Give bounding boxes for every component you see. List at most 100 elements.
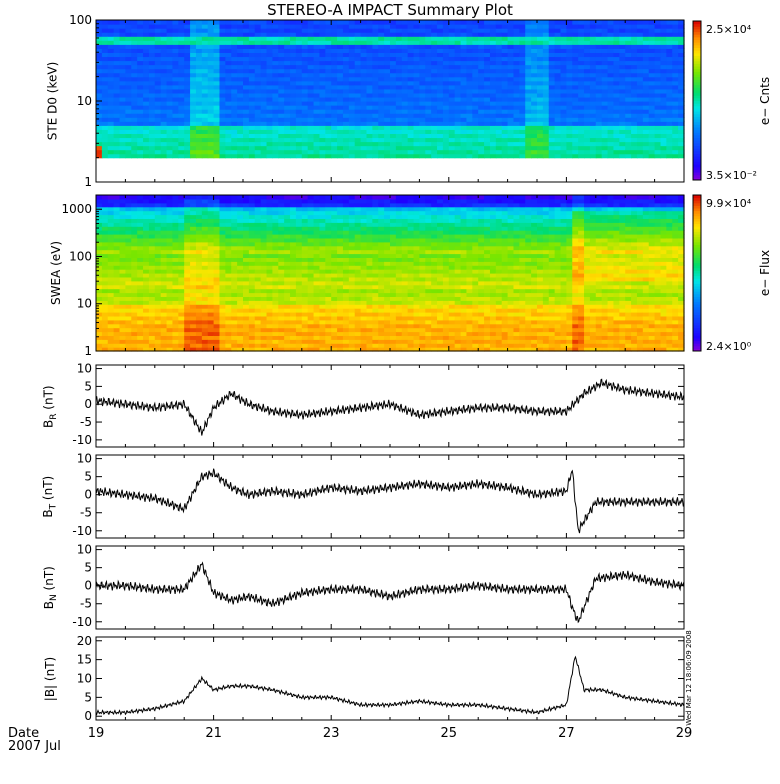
swea-heat-cell (190, 331, 197, 336)
swea-heat-cell (313, 308, 321, 313)
swea-heat-cell (178, 347, 185, 352)
ste-heat-cell (195, 72, 203, 78)
ste-heat-cell (531, 64, 538, 70)
swea-heat-cell (148, 269, 156, 274)
ste-heat-cell (96, 149, 103, 155)
swea-heat-cell (166, 331, 174, 336)
ste-heat-cell (672, 133, 679, 139)
ste-heat-cell (148, 60, 156, 66)
swea-heat-cell (119, 198, 126, 204)
ste-heat-cell (401, 32, 409, 37)
swea-heat-cell (172, 273, 179, 278)
ste-heat-cell (531, 28, 538, 33)
ste-heat-cell (325, 36, 332, 41)
swea-heat-cell (295, 300, 303, 305)
ste-heat-cell (231, 24, 238, 29)
ste-heat-cell (390, 48, 397, 53)
swea-heat-cell (190, 284, 197, 290)
ste-heat-cell (501, 24, 509, 29)
swea-heat-cell (319, 288, 326, 294)
ste-heat-cell (542, 125, 550, 130)
ste-heat-cell (407, 92, 415, 98)
ste-heat-cell (325, 121, 332, 126)
swea-heat-cell (213, 245, 221, 251)
ste-heat-cell (360, 60, 368, 66)
ste-heat-cell (201, 28, 209, 33)
swea-heat-cell (107, 292, 115, 297)
swea-heat-cell (260, 269, 268, 274)
swea-heat-cell (201, 222, 209, 227)
ste-heat-cell (137, 20, 144, 25)
ste-heat-cell (243, 105, 250, 110)
swea-heat-cell (325, 315, 332, 321)
ste-heat-cell (207, 64, 215, 70)
swea-heat-cell (166, 261, 174, 266)
swea-heat-cell (307, 222, 315, 227)
ste-heat-cell (619, 129, 626, 134)
ste-heat-cell (601, 76, 609, 82)
ste-heat-cell (143, 109, 150, 114)
swea-heat-cell (266, 245, 273, 251)
ste-heat-cell (101, 36, 109, 41)
swea-heat-cell (113, 288, 121, 294)
ste-heat-cell (466, 60, 473, 66)
swea-heat-cell (301, 206, 309, 212)
ste-heat-cell (642, 32, 650, 37)
swea-heat-cell (219, 319, 226, 325)
ste-heat-cell (607, 24, 615, 29)
ste-heat-cell (278, 105, 285, 110)
swea-heat-cell (154, 269, 162, 274)
swea-heat-cell (313, 206, 321, 212)
ste-heat-cell (519, 113, 526, 118)
swea-heat-cell (254, 280, 262, 286)
ste-heat-cell (425, 117, 432, 122)
ste-heat-cell (460, 129, 468, 134)
ste-heat-cell (419, 80, 426, 86)
swea-heat-cell (284, 292, 291, 297)
ste-heat-cell (313, 56, 321, 62)
swea-heat-cell (313, 234, 321, 239)
swea-heat-cell (213, 308, 221, 313)
ste-heat-cell (495, 84, 503, 90)
ste-heat-cell (195, 117, 203, 122)
swea-heat-cell (207, 241, 215, 247)
ste-heat-cell (107, 137, 115, 143)
ste-heat-cell (160, 141, 168, 147)
ste-heat-cell (572, 109, 579, 114)
ste-heat-cell (354, 117, 362, 122)
swea-heat-cell (143, 343, 150, 348)
ste-heat-cell (101, 121, 109, 126)
ste-heat-cell (266, 84, 273, 90)
swea-heat-cell (231, 284, 238, 290)
ste-heat-cell (437, 28, 444, 33)
ste-heat-cell (413, 28, 420, 33)
swea-heat-cell (243, 308, 250, 313)
ste-heat-cell (119, 40, 126, 45)
ste-heat-cell (154, 64, 162, 70)
swea-heat-cell (284, 296, 291, 301)
swea-heat-cell (154, 202, 162, 208)
swea-heat-cell (113, 323, 121, 329)
ste-heat-cell (613, 52, 620, 58)
ste-heat-cell (607, 145, 615, 151)
swea-heat-cell (178, 253, 185, 258)
ste-heat-cell (660, 121, 667, 126)
ste-heat-cell (125, 48, 132, 53)
swea-heat-cell (207, 276, 215, 282)
swea-heat-cell (190, 273, 197, 278)
ste-heat-cell (537, 48, 544, 53)
ste-heat-cell (107, 48, 115, 53)
ste-heat-cell (143, 141, 150, 147)
swea-heat-cell (201, 288, 209, 294)
swea-heat-cell (172, 280, 179, 286)
swea-heat-cell (143, 241, 150, 247)
ste-heat-cell (331, 92, 338, 98)
ste-heat-cell (337, 133, 344, 139)
swea-heat-cell (172, 300, 179, 305)
ste-heat-cell (254, 80, 262, 86)
ste-heat-cell (278, 153, 285, 159)
swea-heat-cell (148, 312, 156, 317)
ste-heat-cell (560, 125, 567, 130)
ste-heat-cell (184, 24, 191, 29)
swea-heat-cell (301, 300, 309, 305)
